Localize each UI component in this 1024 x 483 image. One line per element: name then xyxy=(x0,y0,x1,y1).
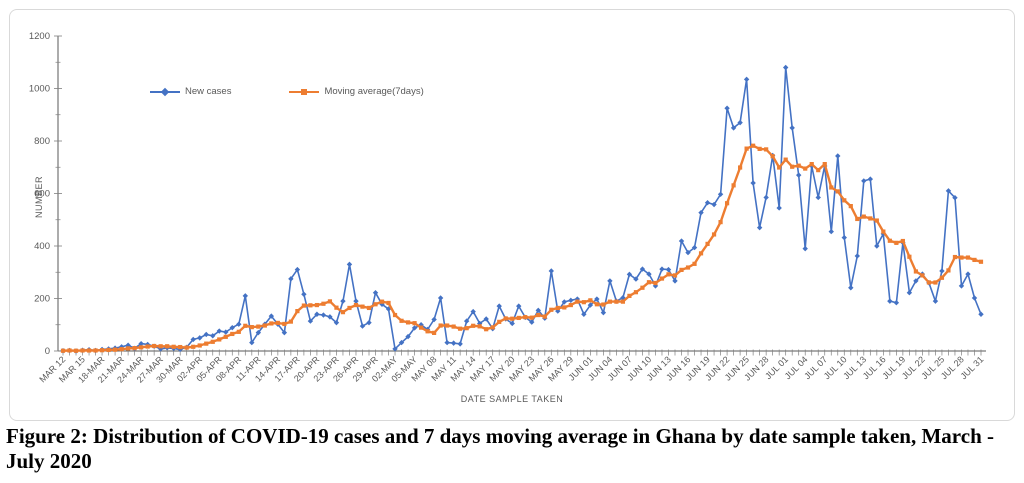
figure-caption: Figure 2: Distribution of COVID-19 cases… xyxy=(6,424,994,473)
axes xyxy=(57,36,986,352)
legend-item-moving-average: Moving average(7days) xyxy=(289,86,424,97)
y-axis-ticks: 0 200 400 600 800 1000 1200 xyxy=(29,31,62,357)
y-tick-label: 600 xyxy=(34,189,50,200)
new-cases-swatch-icon xyxy=(150,87,180,97)
legend-label-moving-average: Moving average(7days) xyxy=(324,86,424,97)
x-axis-title: DATE SAMPLE TAKEN xyxy=(460,394,564,404)
new-cases-line xyxy=(62,66,982,352)
moving-average-swatch-icon xyxy=(289,87,320,96)
chart-container: 0 200 400 600 800 1000 1200 MAR 12 MAR 15 18-MAR 2… xyxy=(9,9,1015,421)
y-tick-label: 1000 xyxy=(29,84,50,95)
y-tick-label: 1200 xyxy=(29,31,50,42)
y-tick-label: 200 xyxy=(34,294,50,305)
x-axis-ticks xyxy=(62,349,982,356)
y-tick-label: 0 xyxy=(45,346,50,357)
y-tick-label: 800 xyxy=(34,136,50,147)
moving-average-markers xyxy=(60,143,984,353)
y-tick-label: 400 xyxy=(34,241,50,252)
legend: New cases Moving average(7days) xyxy=(150,86,424,97)
legend-label-new-cases: New cases xyxy=(185,86,232,97)
y-axis-title: NUMBER xyxy=(34,175,44,218)
moving-average-line xyxy=(62,144,982,352)
legend-item-new-cases: New cases xyxy=(150,86,231,97)
